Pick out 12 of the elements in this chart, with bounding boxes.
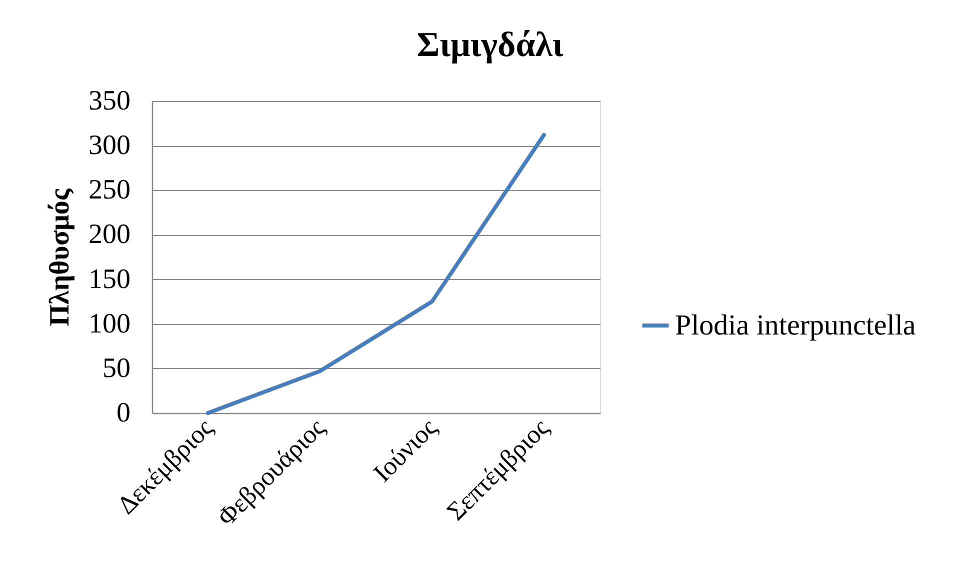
- y-tick-label: 50: [102, 352, 130, 384]
- y-tick-label: 200: [88, 219, 130, 250]
- y-tick-label: 0: [116, 398, 130, 428]
- y-tick-label: 150: [88, 264, 130, 295]
- y-tick-label: 300: [88, 130, 130, 162]
- y-axis-title: Πληθυσμός: [44, 188, 76, 326]
- y-tick-label: 100: [88, 308, 130, 340]
- line-series: [206, 132, 546, 415]
- y-tick-label: 250: [88, 174, 130, 206]
- chart-title: Σιμιγδάλι: [416, 25, 564, 64]
- y-tick-label: 350: [88, 86, 130, 116]
- legend-label: Plodia interpunctella: [675, 310, 916, 342]
